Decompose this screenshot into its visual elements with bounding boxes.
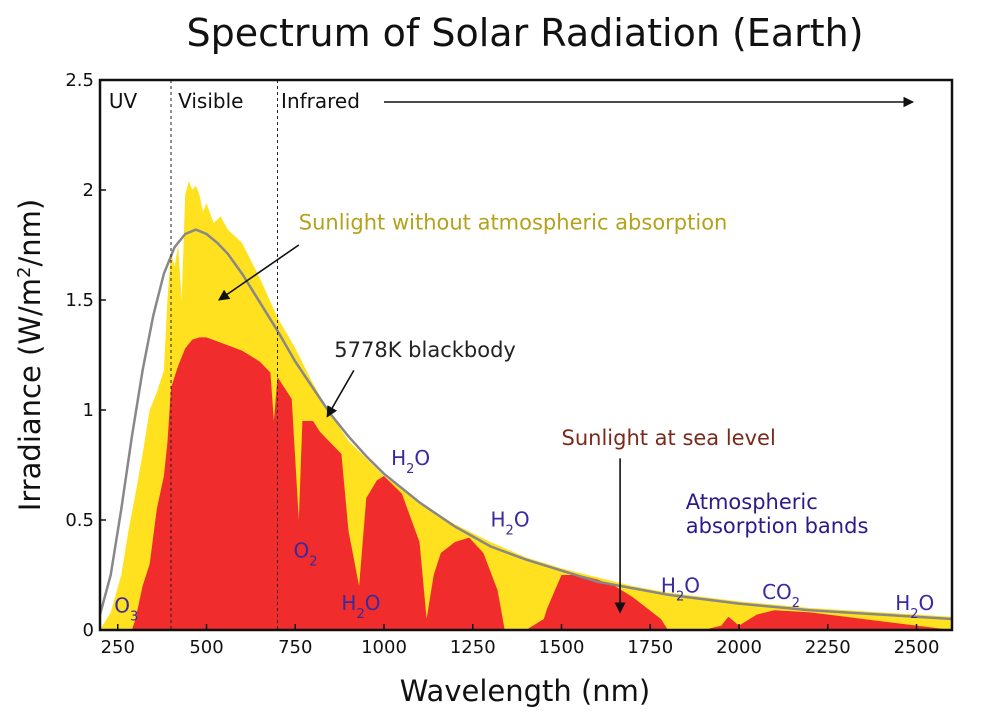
molecule-subscript: 2 — [792, 596, 800, 611]
molecule-label: H2O — [895, 591, 934, 622]
molecule-base: O — [293, 538, 309, 562]
molecule-subscript: 3 — [130, 609, 138, 624]
molecule-base: H — [491, 508, 506, 532]
y-tick-label: 2 — [83, 180, 94, 201]
annotation-label: Atmospheric — [686, 490, 818, 514]
x-tick-label: 1000 — [361, 637, 407, 658]
x-tick-label: 750 — [278, 637, 312, 658]
y-tick-label: 1.5 — [65, 290, 94, 311]
region-label: Visible — [178, 89, 243, 113]
molecule-label: O3 — [114, 593, 138, 624]
blackbody-curve — [100, 228, 952, 621]
x-axis-label: Wavelength (nm) — [400, 674, 651, 708]
annotation-label: 5778K blackbody — [334, 338, 516, 362]
x-tick-label: 2000 — [716, 637, 762, 658]
region-divider-layer — [170, 80, 278, 630]
molecule-subscript: 2 — [676, 589, 684, 604]
molecule-base: H — [895, 591, 910, 615]
molecule-base: H — [661, 574, 676, 598]
y-axis-label-base: Irradiance (W/m — [13, 278, 47, 511]
axis-layer: 250 500 750 1000 1250 1500 1750 2000 2250 2500 0 0.… — [65, 70, 939, 658]
molecule-label: H2O — [491, 508, 530, 539]
y-tick-label: 0 — [83, 620, 94, 641]
plot-frame — [98, 78, 954, 632]
x-tick-label: 1250 — [450, 637, 496, 658]
annotation-label: absorption bands — [686, 514, 869, 538]
molecule-subscript: 2 — [356, 607, 364, 622]
annotation-label: Sunlight without atmospheric absorption — [299, 211, 728, 235]
x-tick-label: 2500 — [894, 637, 940, 658]
molecule-base: H — [341, 591, 356, 615]
annotation-arrow — [218, 244, 300, 301]
annotation-label: Sunlight at sea level — [562, 426, 776, 450]
molecule-subscript: 2 — [506, 523, 514, 538]
region-label: UV — [109, 89, 138, 113]
molecule-label: H2O — [391, 446, 430, 477]
annotation-layer: UV Visible Infrared Sunlight without atmosp… — [109, 89, 934, 624]
molecule-tail: O — [514, 508, 530, 532]
molecule-subscript: 2 — [910, 607, 918, 622]
molecule-base: H — [391, 446, 406, 470]
y-tick-label: 2.5 — [65, 70, 94, 91]
series-layer — [100, 181, 952, 630]
molecule-tail: O — [919, 591, 935, 615]
chart-title: Spectrum of Solar Radiation (Earth) — [186, 11, 863, 55]
y-tick-label: 1 — [83, 400, 94, 421]
x-tick-label: 500 — [189, 637, 223, 658]
x-tick-label: 250 — [101, 637, 135, 658]
molecule-tail: O — [684, 574, 700, 598]
molecule-label: CO2 — [762, 580, 800, 611]
y-axis-label-sup: 2 — [14, 266, 35, 277]
x-tick-label: 2250 — [805, 637, 851, 658]
x-tick-label: 1500 — [539, 637, 585, 658]
y-axis-label: Irradiance (W/m2/nm) — [13, 199, 47, 511]
y-axis-label-tail: /nm) — [13, 199, 47, 267]
sea-level-spectrum-area — [100, 337, 952, 630]
molecule-base: CO — [762, 580, 792, 604]
molecule-label: H2O — [661, 574, 700, 605]
molecule-label: O2 — [293, 538, 317, 569]
molecule-subscript: 2 — [309, 554, 317, 569]
x-tick-label: 1750 — [627, 637, 673, 658]
annotation-arrow — [326, 370, 355, 418]
molecule-subscript: 2 — [406, 462, 414, 477]
molecule-tail: O — [414, 446, 430, 470]
molecule-tail: O — [365, 591, 381, 615]
y-tick-label: 0.5 — [65, 510, 94, 531]
molecule-base: O — [114, 593, 130, 617]
region-label: Infrared — [281, 89, 360, 113]
molecule-label: H2O — [341, 591, 380, 622]
